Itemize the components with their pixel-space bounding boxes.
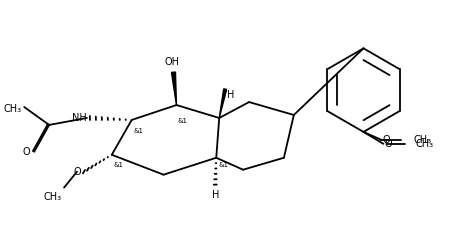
Text: H: H [212, 190, 219, 200]
Text: &1: &1 [134, 128, 144, 134]
Text: CH₃: CH₃ [44, 192, 62, 202]
Text: O: O [23, 147, 30, 157]
Text: OH: OH [165, 57, 180, 67]
Text: &1: &1 [114, 162, 124, 168]
Text: CH₃: CH₃ [3, 104, 21, 114]
Text: &1: &1 [177, 118, 187, 124]
Text: O: O [73, 167, 81, 177]
Text: H: H [227, 90, 235, 100]
Text: CH₃: CH₃ [413, 135, 431, 145]
Text: O: O [384, 139, 392, 149]
Text: NH: NH [72, 113, 87, 123]
Polygon shape [219, 89, 227, 118]
Text: O: O [382, 135, 390, 145]
Text: CH₃: CH₃ [415, 139, 433, 149]
Text: &1: &1 [218, 162, 228, 168]
Polygon shape [172, 72, 177, 105]
